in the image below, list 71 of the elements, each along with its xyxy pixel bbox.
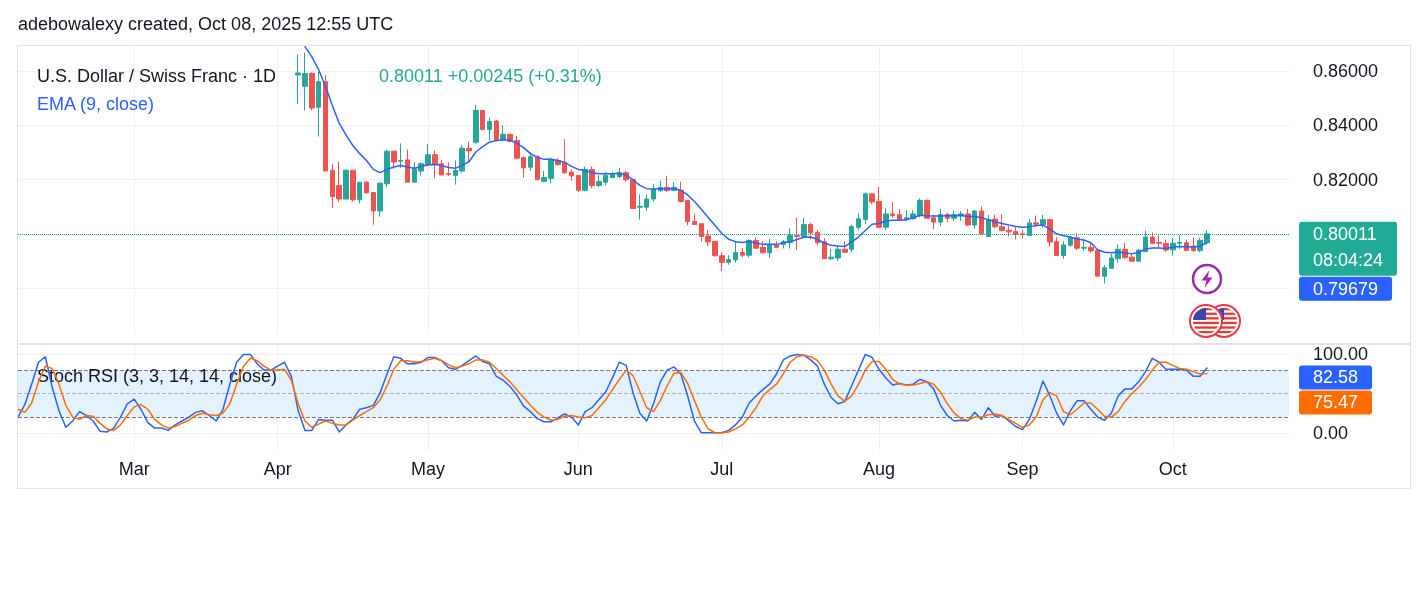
- candlestick: [822, 237, 827, 260]
- x-tick-label: Jun: [563, 459, 593, 479]
- candlestick: [487, 117, 492, 142]
- candlestick: [309, 71, 315, 111]
- y-tick-label: 0.86000: [1313, 61, 1379, 82]
- y-tick-label: 0.00: [1313, 422, 1349, 443]
- candlestick: [774, 240, 779, 249]
- x-tick-label: May: [410, 459, 446, 479]
- text: 82.58: [1313, 367, 1359, 388]
- candlestick: [316, 71, 321, 138]
- candlestick: [343, 168, 349, 200]
- candlestick: [726, 254, 731, 266]
- candlestick: [405, 149, 410, 183]
- ref-line-label: 0.80011: [1313, 223, 1377, 244]
- line-series: [304, 45, 1208, 255]
- text: EMA (9, close): [37, 94, 155, 114]
- candlestick: [480, 109, 485, 132]
- candlestick: [651, 183, 656, 202]
- y-tick-label: 0.84000: [1313, 115, 1379, 136]
- x-tick-label: Aug: [862, 459, 896, 479]
- candlestick: [972, 209, 977, 229]
- text: U.S. Dollar / Swiss Franc · 1D: [37, 66, 277, 86]
- candlestick: [794, 217, 800, 251]
- candlestick: [692, 213, 697, 226]
- candlestick: [733, 240, 738, 264]
- candlestick: [528, 151, 533, 172]
- candlestick: [856, 212, 861, 231]
- candlestick: [350, 169, 356, 202]
- candlestick: [746, 238, 752, 258]
- candlestick: [582, 165, 588, 192]
- candlestick: [842, 240, 848, 253]
- candlestick: [965, 208, 971, 227]
- x-tick-label: Oct: [1158, 459, 1187, 479]
- candlestick: [610, 171, 615, 179]
- candlestick: [535, 154, 540, 181]
- candlestick: [863, 191, 868, 225]
- y-tick-label: 100.00: [1313, 344, 1369, 365]
- text: 08:04:24: [1313, 249, 1384, 270]
- y-tick-label: 0.82000: [1313, 169, 1379, 190]
- candlestick: [569, 168, 574, 182]
- text: 0.79679: [1313, 278, 1379, 299]
- x-tick-label: Apr: [263, 459, 292, 479]
- candlestick: [1033, 215, 1039, 228]
- text: 0.80011 +0.00245 (+0.31%): [379, 66, 602, 86]
- candlestick: [323, 74, 328, 172]
- x-tick-label: Mar: [118, 459, 150, 479]
- candlestick: [357, 181, 362, 204]
- candlestick: [446, 161, 451, 177]
- x-tick-label: Jul: [710, 459, 734, 479]
- candlestick: [494, 119, 499, 142]
- candlestick: [1102, 264, 1107, 284]
- candlestick: [1081, 239, 1087, 252]
- text: adebowalexy created, Oct 08, 2025 12:55 UTC: [18, 14, 394, 34]
- candlestick: [371, 191, 376, 226]
- x-tick-label: Sep: [1006, 459, 1039, 479]
- candlestick: [1040, 214, 1046, 229]
- candlestick: [576, 174, 581, 193]
- candlestick: [1061, 240, 1066, 260]
- candlestick: [398, 142, 403, 169]
- candlestick: [1068, 235, 1073, 248]
- candlestick: [473, 104, 479, 145]
- candlestick: [808, 222, 813, 240]
- candlestick: [767, 238, 772, 259]
- candlestick: [740, 247, 745, 258]
- text: 75.47: [1313, 392, 1359, 413]
- candlestick: [391, 150, 397, 170]
- candlestick: [890, 201, 895, 219]
- candlestick: [979, 205, 984, 236]
- candlestick: [466, 141, 472, 163]
- candlestick: [589, 165, 595, 189]
- candlestick: [364, 180, 369, 195]
